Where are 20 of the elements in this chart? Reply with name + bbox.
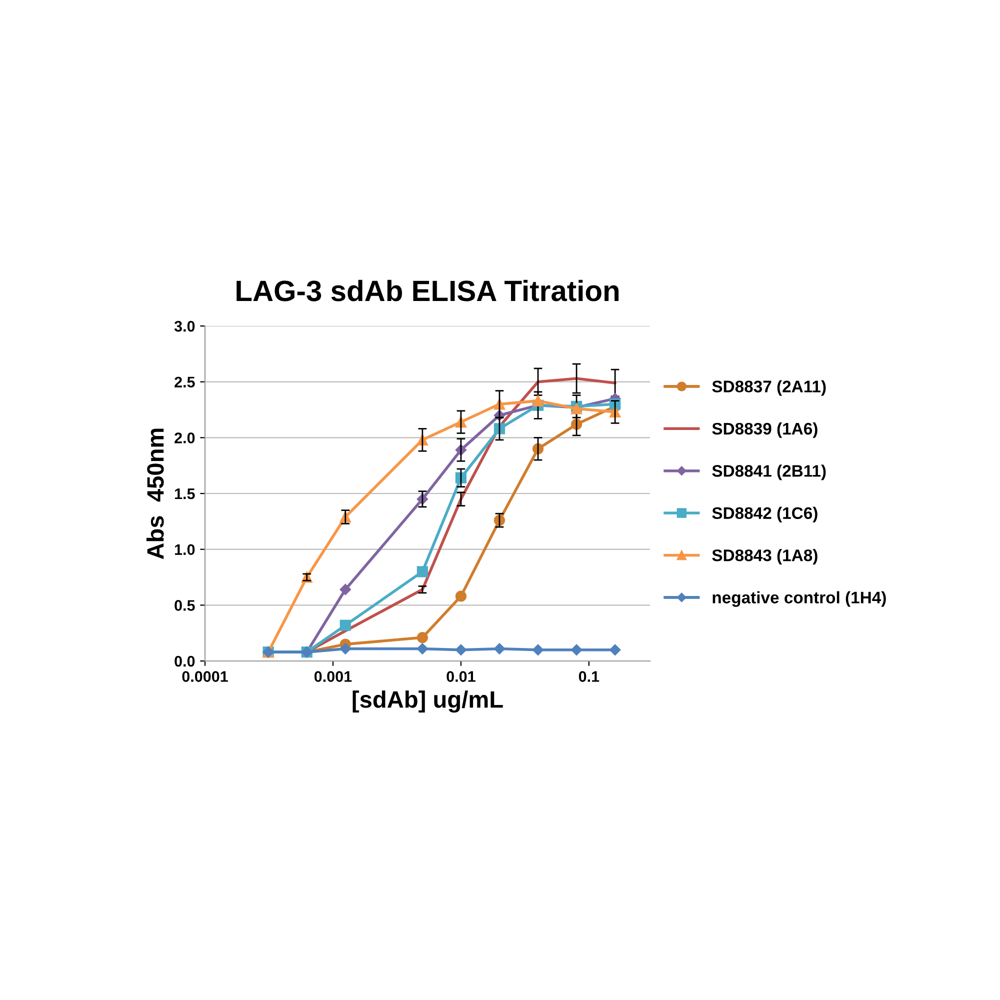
legend-label: negative control (1H4) <box>712 591 886 607</box>
y-axis-title: Abs 450nm <box>146 428 164 560</box>
x-tick-label: 0.1 <box>578 671 600 682</box>
legend-label: SD8837 (2A11) <box>712 380 826 396</box>
y-tick-label: 0.0 <box>174 656 195 667</box>
y-tick-label: 0.5 <box>174 600 195 611</box>
y-tick-label: 1.0 <box>175 544 195 556</box>
legend-label: SD8841 (2B11) <box>712 464 826 480</box>
x-axis-title: [sdAb] ug/mL <box>352 690 503 713</box>
x-tick-label: 0.0001 <box>182 671 228 682</box>
x-tick-label: 0.01 <box>446 671 476 682</box>
y-tick-label: 1.5 <box>175 488 195 500</box>
legend-label: SD8843 (1A8) <box>712 549 818 565</box>
x-tick-label: 0.001 <box>314 671 352 682</box>
y-tick-label: 2.0 <box>174 432 195 444</box>
y-tick-label: 3.0 <box>174 320 195 332</box>
legend-label: SD8842 (1C6) <box>712 506 818 522</box>
legend-label: SD8839 (1A6) <box>712 422 818 438</box>
y-tick-label: 2.5 <box>174 376 195 388</box>
chart-title: LAG-3 sdAb ELISA Titration <box>236 280 619 302</box>
